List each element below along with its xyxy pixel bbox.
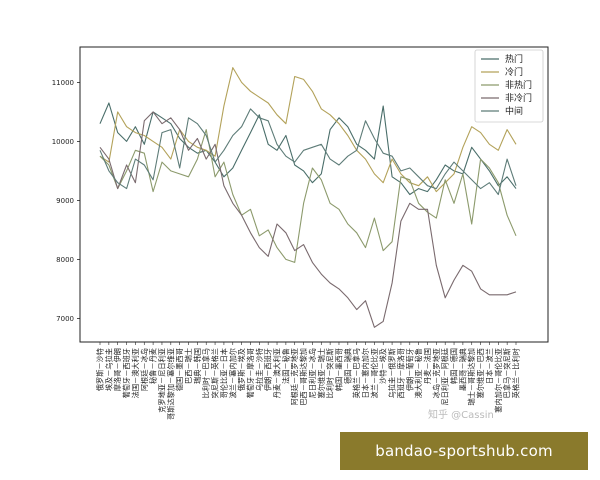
y-axis: 7000 8000 9000 10000 11000 xyxy=(52,79,80,323)
x-tick-label: 尼日利亚－阿根廷 xyxy=(441,348,450,406)
y-tick-label: 8000 xyxy=(56,256,74,264)
plot-area xyxy=(79,46,549,343)
x-tick-label: 西班牙－摩洛哥 xyxy=(396,348,405,398)
x-tick-label: 俄罗斯－埃及 xyxy=(237,348,246,391)
x-tick-label: 巴西－瑞士 xyxy=(184,348,193,384)
x-tick-label: 墨西哥－瑞典 xyxy=(458,348,467,391)
x-tick-label: 法国－秘鲁 xyxy=(281,348,290,384)
x-tick-label: 沙特－埃及 xyxy=(379,348,388,384)
x-tick-label: 埃及－乌拉圭 xyxy=(104,348,113,391)
x-tick-label: 乌拉圭－沙特 xyxy=(255,348,264,391)
x-tick-label: 突尼斯－英格兰 xyxy=(211,348,220,398)
x-tick-label: 英格兰－比利时 xyxy=(512,348,521,398)
y-tick-label: 7000 xyxy=(56,315,74,323)
x-tick-label: 瑞典－韩国 xyxy=(193,348,202,384)
x-tick-label: 克罗地亚－尼日利亚 xyxy=(157,348,166,413)
legend-entry: 中间 xyxy=(505,105,523,117)
x-tick-label: 丹麦－法国 xyxy=(423,348,432,384)
watermark: 知乎 @Cassin xyxy=(428,408,494,421)
x-tick-label: 韩国－墨西哥 xyxy=(334,348,343,391)
x-tick-label: 比利时－巴拿马 xyxy=(202,348,211,398)
x-tick-label: 法国－澳大利亚 xyxy=(131,348,140,398)
legend-box xyxy=(474,49,544,123)
legend-entry: 非热门 xyxy=(505,79,532,91)
x-tick-label: 尼日利亚－冰岛 xyxy=(308,348,317,398)
x-tick-label: 波兰－塞内加尔 xyxy=(228,348,237,398)
x-tick-label: 俄罗斯－沙特 xyxy=(96,348,105,391)
x-tick-label: 秘鲁－丹麦 xyxy=(149,348,158,384)
x-tick-label: 德国－墨西哥 xyxy=(175,348,184,391)
x-tick-label: 乌拉圭－俄罗斯 xyxy=(388,348,397,398)
x-tick-label: 阿根廷－冰岛 xyxy=(140,348,149,391)
series-line-4 xyxy=(99,111,517,328)
x-tick-label: 英格兰－巴拿马 xyxy=(352,348,361,398)
x-tick-label: 伊朗－葡萄牙 xyxy=(405,348,414,391)
x-tick-label: 摩洛哥－伊朗 xyxy=(113,348,122,391)
x-tick-label: 巴西－哥斯达黎加 xyxy=(299,348,308,406)
x-axis: 俄罗斯－沙特 埃及－乌拉圭 摩洛哥－伊朗 葡萄牙－西班牙 法国－澳大利亚 阿根廷－冰岛 秘鲁… xyxy=(96,342,521,420)
x-tick-label: 塞尔维亚－瑞士 xyxy=(317,348,326,398)
x-tick-label: 伊朗－西班牙 xyxy=(264,348,273,391)
series-line-3 xyxy=(99,129,517,263)
x-tick-label: 哥伦比亚－日本 xyxy=(219,348,228,398)
series-line-1 xyxy=(99,102,517,196)
x-tick-label: 日本－波兰 xyxy=(485,348,494,384)
x-tick-label: 澳大利亚－秘鲁 xyxy=(414,348,423,398)
x-tick-label: 巴拿马－突尼斯 xyxy=(503,348,512,398)
x-tick-label: 葡萄牙－摩洛哥 xyxy=(246,348,255,398)
x-tick-label: 瑞士－哥斯达黎加 xyxy=(467,348,476,406)
banner-text: bandao-sportshub.com xyxy=(375,442,553,460)
x-tick-label: 波兰－哥伦比亚 xyxy=(370,348,379,398)
series-line-5 xyxy=(99,108,517,196)
x-tick-label: 日本－塞内加尔 xyxy=(361,348,370,398)
y-tick-label: 11000 xyxy=(52,79,74,87)
x-tick-label: 德国－瑞典 xyxy=(343,348,352,384)
x-tick-label: 塞尔维亚－巴西 xyxy=(476,348,485,398)
legend-entry: 热门 xyxy=(505,53,523,65)
x-tick-label: 丹麦－澳大利亚 xyxy=(273,348,282,398)
y-tick-label: 9000 xyxy=(56,197,74,205)
series-line-2 xyxy=(99,67,517,193)
x-tick-label: 比利时－突尼斯 xyxy=(326,348,335,398)
legend-entry: 冷门 xyxy=(505,66,523,78)
x-tick-label: 冰岛－克罗地亚 xyxy=(432,348,441,398)
series-group xyxy=(99,67,517,328)
x-tick-label: 哥斯达黎加－塞尔维亚 xyxy=(166,348,175,420)
x-tick-label: 阿根廷－克罗地亚 xyxy=(290,348,299,406)
legend-entry: 非冷门 xyxy=(505,92,532,104)
site-banner: bandao-sportshub.com xyxy=(340,432,588,470)
x-tick-label: 韩国－德国 xyxy=(450,348,459,384)
x-tick-label: 葡萄牙－西班牙 xyxy=(122,348,131,398)
x-tick-label: 塞内加尔－哥伦比亚 xyxy=(494,348,503,413)
y-tick-label: 10000 xyxy=(52,138,74,146)
